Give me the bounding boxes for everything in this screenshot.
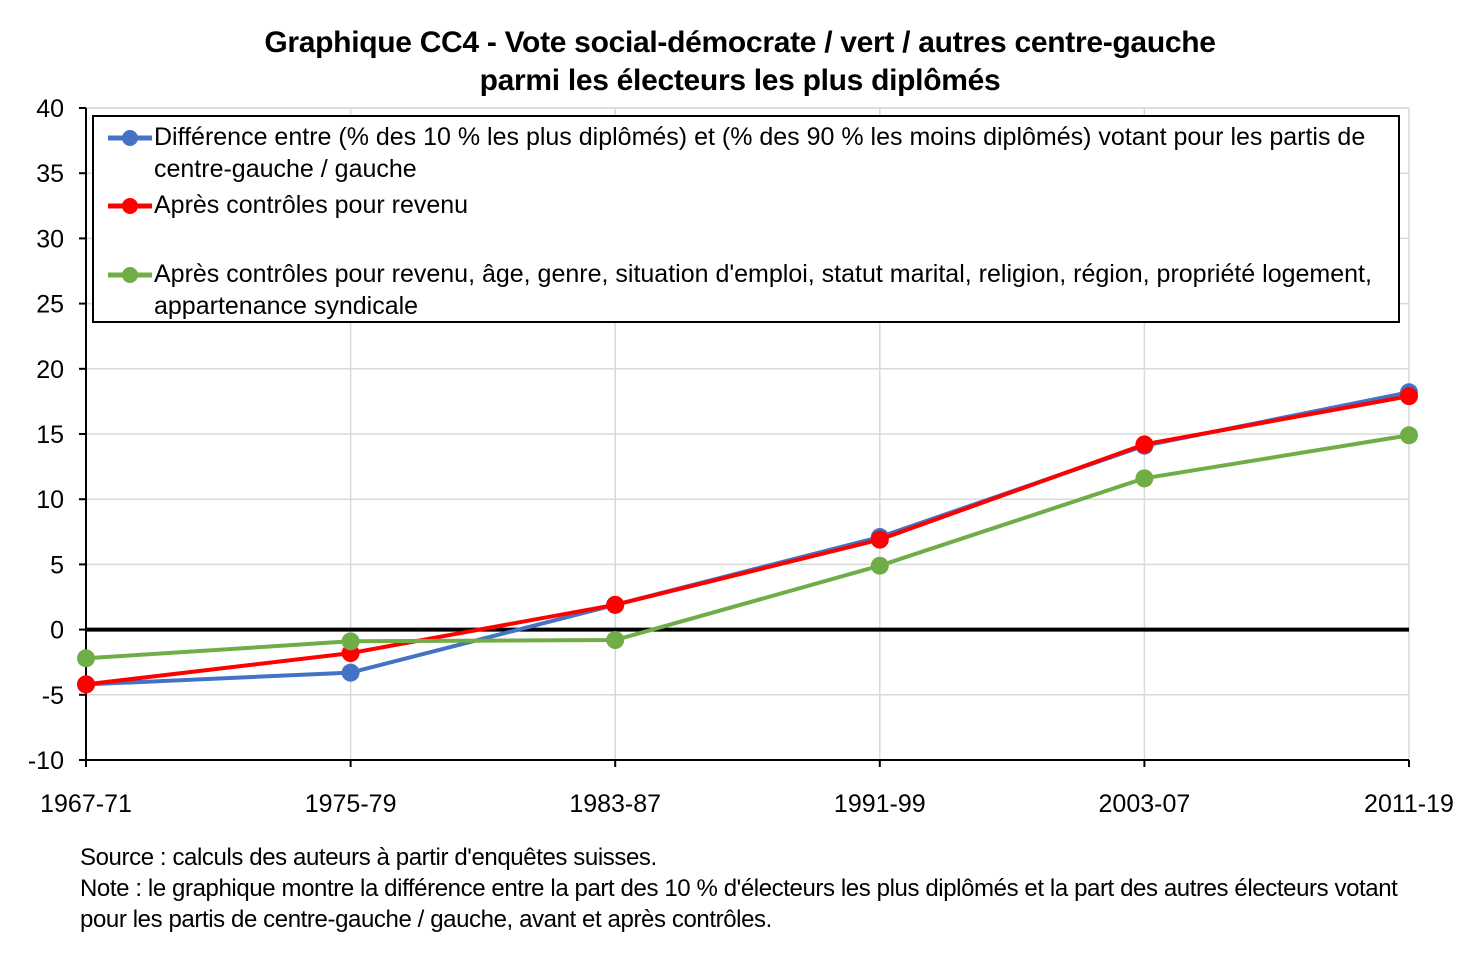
y-tick-label: 20 xyxy=(36,356,64,384)
data-point-series-1 xyxy=(341,663,360,682)
series-line-3 xyxy=(85,433,1410,661)
data-series xyxy=(77,383,1418,694)
data-point-series-2 xyxy=(1135,435,1154,454)
y-tick-label: 25 xyxy=(36,291,64,319)
data-point-series-3 xyxy=(606,631,625,650)
data-point-series-3 xyxy=(341,632,360,651)
y-tick-label: -10 xyxy=(28,747,64,775)
legend: Différence entre (% des 10 % les plus di… xyxy=(92,115,1400,323)
y-tick-label: 30 xyxy=(36,225,64,253)
x-tick-label: 2011-19 xyxy=(1364,790,1454,818)
legend-key-blue-line-icon xyxy=(108,130,152,146)
x-tick-label: 2003-07 xyxy=(1099,790,1191,818)
data-point-series-3 xyxy=(77,649,95,668)
y-tick-label: 10 xyxy=(36,486,64,514)
series-line-2 xyxy=(85,394,1410,687)
legend-label-difference: Différence entre (% des 10 % les plus di… xyxy=(154,123,1366,183)
data-point-series-2 xyxy=(606,595,625,614)
x-tick-label: 1975-79 xyxy=(305,790,397,818)
y-tick-label: 35 xyxy=(36,160,64,188)
data-point-series-2 xyxy=(870,530,889,549)
x-tick-label: 1967-71 xyxy=(40,790,132,818)
data-point-series-3 xyxy=(1400,426,1418,445)
x-tick-label: 1991-99 xyxy=(834,790,926,818)
legend-key-green-line-icon xyxy=(108,267,152,283)
data-point-series-3 xyxy=(870,556,889,575)
legend-label-full-controls: Après contrôles pour revenu, âge, genre,… xyxy=(154,260,1372,320)
data-point-series-2 xyxy=(1400,387,1418,406)
source-note: Source : calculs des auteurs à partir d'… xyxy=(80,844,657,871)
legend-label-income-controls: Après contrôles pour revenu xyxy=(154,191,469,219)
chart-notes: Source : calculs des auteurs à partir d'… xyxy=(80,842,1410,935)
legend-key-red-line-icon xyxy=(108,198,152,214)
y-tick-label: 15 xyxy=(36,421,64,449)
y-tick-label: 0 xyxy=(50,617,64,645)
chart-title: Graphique CC4 - Vote social-démocrate / … xyxy=(0,24,1480,100)
x-axis-tick-labels: 1967-71 1975-79 1983-87 1991-99 2003-07 2011-… xyxy=(40,790,1454,818)
y-axis-tick-labels: -10 -5 0 5 10 15 20 25 30 35 40 xyxy=(28,95,64,775)
data-point-series-2 xyxy=(77,675,95,694)
data-point-series-3 xyxy=(1135,469,1154,488)
chart-title-line-1: Graphique CC4 - Vote social-démocrate / … xyxy=(264,26,1216,59)
series-line-1 xyxy=(85,390,1410,687)
y-tick-label: 5 xyxy=(50,551,64,579)
explanatory-note: Note : le graphique montre la différence… xyxy=(80,875,1398,933)
x-tick-label: 1983-87 xyxy=(569,790,661,818)
chart-title-line-2: parmi les électeurs les plus diplômés xyxy=(479,64,1001,97)
y-tick-label: -5 xyxy=(42,682,64,710)
y-tick-label: 40 xyxy=(36,95,64,123)
